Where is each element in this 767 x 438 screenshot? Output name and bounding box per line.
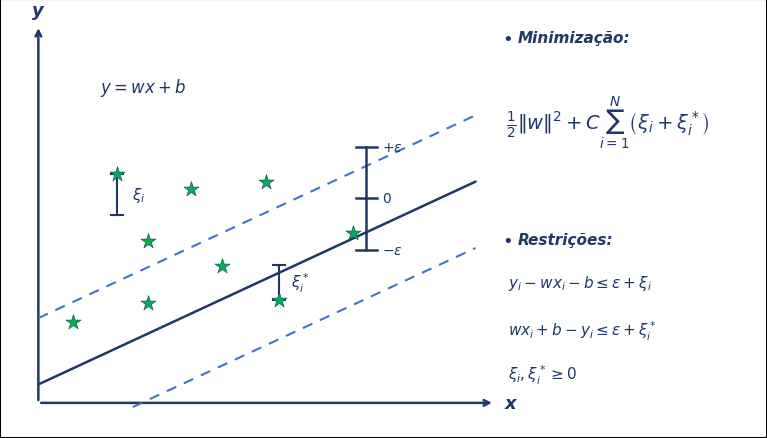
Text: $\xi_i, \xi_i^* \geq 0$: $\xi_i, \xi_i^* \geq 0$ xyxy=(508,363,577,386)
Text: Restrições:: Restrições: xyxy=(518,232,614,247)
Text: Minimização:: Minimização: xyxy=(518,31,630,46)
Text: $\xi_i^*$: $\xi_i^*$ xyxy=(291,271,310,294)
Point xyxy=(259,179,272,186)
Point xyxy=(141,237,153,244)
Point xyxy=(273,297,285,304)
Text: $wx_i + b - y_i \leq \varepsilon + \xi_i^*$: $wx_i + b - y_i \leq \varepsilon + \xi_i… xyxy=(508,319,657,342)
Text: $\xi_i$: $\xi_i$ xyxy=(133,186,146,205)
Point xyxy=(111,171,123,178)
Text: $y = wx+b$: $y = wx+b$ xyxy=(100,77,186,99)
Text: y: y xyxy=(32,2,44,20)
Text: $+\varepsilon$: $+\varepsilon$ xyxy=(381,140,402,154)
Text: $-\varepsilon$: $-\varepsilon$ xyxy=(381,243,402,257)
Text: $y_i - wx_i - b \leq \varepsilon + \xi_i$: $y_i - wx_i - b \leq \varepsilon + \xi_i… xyxy=(508,273,652,292)
Point xyxy=(141,300,153,307)
Text: •: • xyxy=(502,31,513,49)
Text: $\frac{1}{2}\Vert w\Vert^2 + C\sum_{i=1}^{N}\left(\xi_i + \xi_i^*\right)$: $\frac{1}{2}\Vert w\Vert^2 + C\sum_{i=1}… xyxy=(506,94,709,151)
Text: •: • xyxy=(502,232,513,250)
Point xyxy=(216,263,228,270)
Point xyxy=(347,230,359,237)
Point xyxy=(67,318,80,325)
Point xyxy=(186,186,198,193)
Text: x: x xyxy=(504,394,516,412)
Text: $0$: $0$ xyxy=(381,192,391,206)
